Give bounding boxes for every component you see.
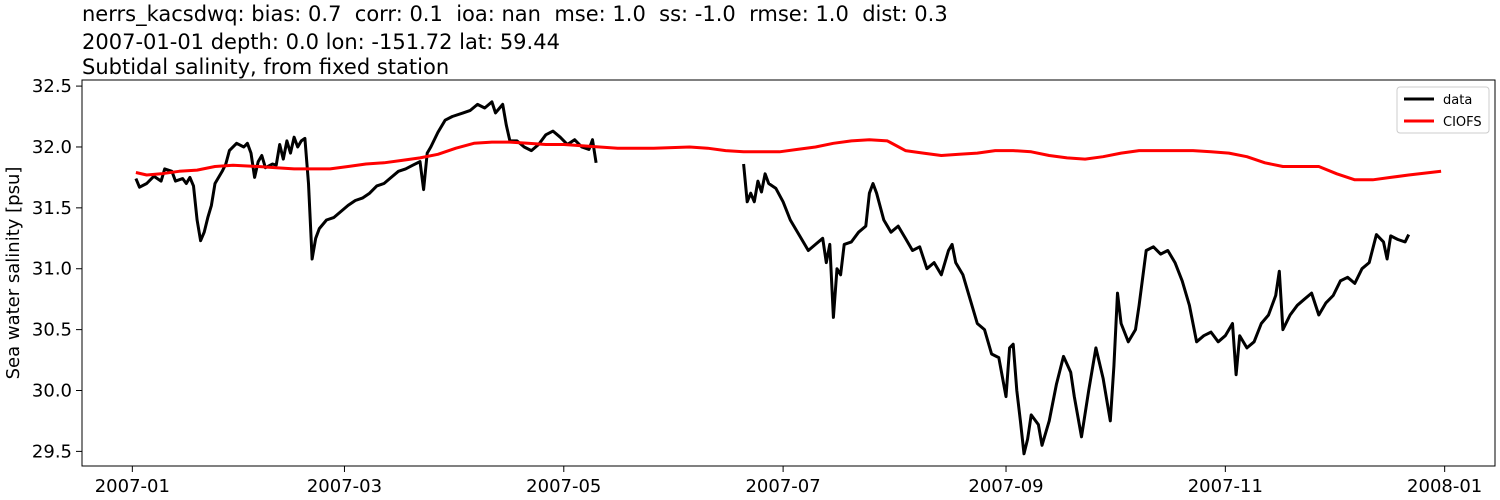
x-tick-label: 2007-05 — [526, 476, 601, 497]
legend-label-ciofs: CIOFS — [1443, 115, 1482, 130]
y-axis-label: Sea water salinity [psu] — [3, 167, 24, 380]
y-tick-label: 31.0 — [32, 259, 72, 280]
chart-title-line-2: 2007-01-01 depth: 0.0 lon: -151.72 lat: … — [82, 30, 560, 54]
series-line-ciofs-segment-1 — [135, 138, 1442, 182]
legend-label-data: data — [1443, 93, 1472, 108]
x-tick-label: 2008-01 — [1407, 476, 1482, 497]
plot-frame — [81, 79, 1496, 467]
x-tick-label: 2007-07 — [745, 476, 820, 497]
y-tick-label: 30.0 — [32, 381, 72, 402]
y-tick-label: 31.5 — [32, 198, 72, 219]
y-tick-label: 29.5 — [32, 441, 72, 462]
x-tick-label: 2007-03 — [307, 476, 382, 497]
y-tick-label: 30.5 — [32, 320, 72, 341]
y-tick-label: 32.5 — [32, 76, 72, 97]
legend: data CIOFS — [1396, 86, 1490, 134]
x-tick-label: 2007-01 — [95, 476, 170, 497]
series-line-data-segment-1 — [134, 100, 598, 261]
x-tick-label: 2007-09 — [968, 476, 1043, 497]
y-axis: 29.5 30.0 30.5 31.0 31.5 32.0 32.5 — [32, 76, 82, 462]
series-layer — [134, 100, 1442, 456]
x-axis: 2007-01 2007-03 2007-05 2007-07 2007-09 2007-… — [95, 466, 1482, 497]
series-line-data-segment-2 — [742, 163, 1411, 456]
x-tick-label: 2007-11 — [1188, 476, 1263, 497]
chart-title-line-1: nerrs_kacsdwq: bias: 0.7 corr: 0.1 ioa: … — [82, 2, 948, 26]
chart-title-line-3: Subtidal salinity, from fixed station — [82, 55, 450, 79]
y-tick-label: 32.0 — [32, 137, 72, 158]
